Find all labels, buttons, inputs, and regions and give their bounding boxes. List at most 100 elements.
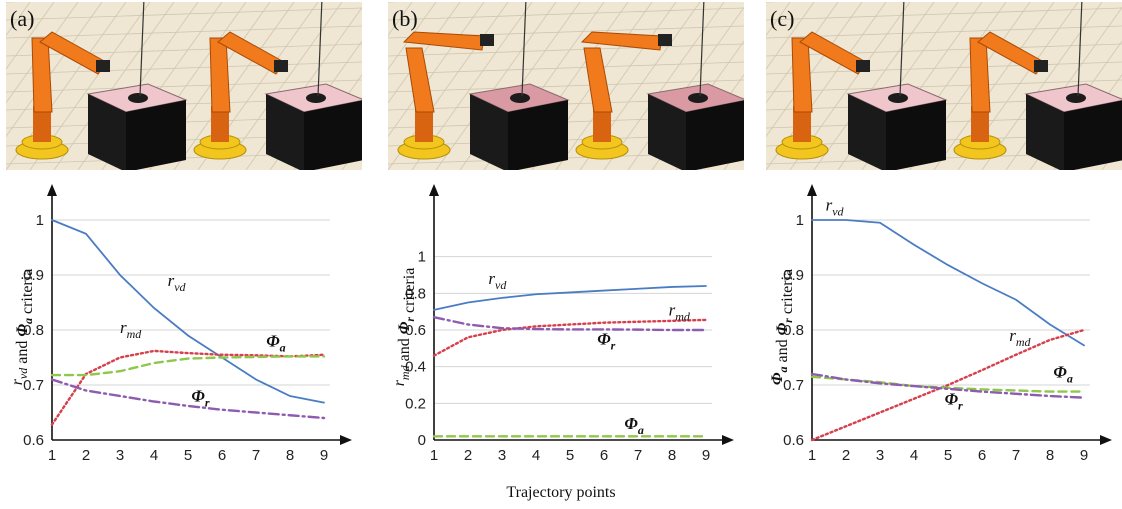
- series-label-phi_r: Φr: [597, 330, 615, 353]
- x-tick-label: 8: [286, 447, 294, 464]
- table-side-icon: [1026, 94, 1064, 170]
- series-label-r_vd: rvd: [826, 196, 845, 219]
- floor-grid-line: [388, 61, 744, 75]
- floor-grid-line: [981, 2, 1103, 170]
- y-tick-label: 0.8: [23, 322, 44, 339]
- table-side-icon: [648, 94, 686, 170]
- x-axis-arrow-icon: [722, 435, 734, 445]
- floor-grid-line: [555, 2, 677, 170]
- tool-cable-icon: [317, 2, 323, 97]
- panel-c: (c) 0.6 0.7 0.8 0.9 1 1 2 3 4 5 6 7 8 9 rvd rmd Φa Φr Φa a…: [760, 0, 1122, 509]
- x-tick-label: 4: [150, 447, 158, 464]
- label-subscript: a: [776, 367, 790, 373]
- series-label-phi_a: Φa: [624, 414, 643, 437]
- floor-grid-line: [435, 2, 557, 170]
- robot-gripper-icon: [274, 60, 288, 72]
- x-tick-label: 7: [252, 447, 260, 464]
- table-front-icon: [886, 100, 946, 170]
- panel-label: (b): [392, 6, 418, 31]
- floor-grid-line: [766, 61, 1122, 75]
- label-part: r: [669, 300, 676, 319]
- series-label-phi_r: Φr: [945, 389, 963, 412]
- tool-cable-icon: [699, 2, 705, 97]
- x-axis-arrow-icon: [340, 435, 352, 445]
- panel-b: (b) 0 0.2 0.4 0.6 0.8 1 1 2 3 4 5 6 7 8 9 rvd rmd Φr Φa rmd…: [382, 0, 744, 509]
- label-part: Φ: [945, 389, 959, 408]
- x-tick-label: 6: [218, 447, 226, 464]
- label-subscript: a: [21, 318, 35, 324]
- robot-cell: [775, 2, 948, 170]
- x-axis-arrow-icon: [1100, 435, 1112, 445]
- floor-grid-line: [6, 2, 31, 37]
- floor-grid-line: [221, 2, 343, 170]
- label-subscript: vd: [495, 278, 507, 292]
- y-tick-label: 0.7: [783, 377, 804, 394]
- table-side-icon: [470, 94, 508, 170]
- y-axis-title: Φa and Φr criteria: [769, 269, 796, 385]
- x-tick-label: 8: [1046, 447, 1054, 464]
- x-tick-label: 5: [184, 447, 192, 464]
- tool-cable-icon: [899, 2, 905, 97]
- x-tick-label: 9: [702, 447, 710, 464]
- floor-grid-line: [6, 79, 362, 93]
- x-tick-label: 1: [808, 447, 816, 464]
- floor-grid-line: [388, 2, 461, 104]
- robot-gripper-icon: [658, 34, 672, 46]
- table-front-icon: [686, 100, 744, 170]
- series-line-r_vd: [811, 219, 1085, 347]
- label-part: r: [391, 379, 408, 386]
- y-axis-arrow-icon: [429, 184, 439, 196]
- robot-cell: [397, 2, 570, 170]
- floor-grid-line: [766, 2, 791, 37]
- robot-lower-arm-icon: [791, 37, 813, 113]
- label-part: Φ: [14, 324, 31, 337]
- label-subscript: r: [205, 396, 210, 410]
- label-part: r: [488, 269, 495, 288]
- table-front-icon: [126, 100, 186, 170]
- y-tick-label: 0.6: [405, 322, 426, 339]
- x-tick-label: 4: [532, 447, 540, 464]
- robot-gripper-icon: [1034, 60, 1048, 72]
- x-tick-label: 3: [116, 447, 124, 464]
- table-front-icon: [304, 100, 362, 170]
- floor-grid-line: [388, 2, 437, 70]
- robot-lower-arm-icon: [31, 37, 53, 113]
- robot-lower-arm-icon: [969, 37, 991, 113]
- tool-cable-icon: [521, 2, 527, 97]
- robot-cell: [193, 2, 362, 170]
- floor-grid-line: [6, 2, 79, 104]
- tool-cable-icon: [1077, 2, 1083, 97]
- floor-grid-line: [388, 7, 744, 21]
- y-axis-title: rvd and Φa criteria: [9, 269, 36, 386]
- y-tick-label: 1: [418, 249, 426, 266]
- table-front-icon: [1064, 100, 1122, 170]
- y-tick-label: 0.2: [405, 395, 426, 412]
- robot-cell: [953, 2, 1122, 170]
- label-part: r: [168, 271, 175, 290]
- y-tick-label: 1: [36, 212, 44, 229]
- series-line-phi_r: [50, 378, 326, 420]
- panel-label: (c): [770, 6, 794, 31]
- robot-arm-scene-b: (b): [388, 2, 744, 170]
- label-subscript: md: [127, 327, 143, 341]
- x-tick-label: 5: [944, 447, 952, 464]
- robot-waist-icon: [593, 106, 611, 142]
- robot-lower-arm-icon: [209, 37, 231, 113]
- y-tick-label: 0.6: [783, 432, 804, 449]
- label-part: Φ: [769, 372, 786, 385]
- label-subscript: r: [781, 318, 795, 323]
- robot-waist-icon: [793, 106, 811, 142]
- series-label-r_vd: rvd: [168, 271, 187, 294]
- floor-grid-line: [813, 2, 935, 170]
- robot-waist-icon: [415, 106, 433, 142]
- workpiece-icon: [688, 93, 708, 103]
- y-axis-title: rmd and Φr criteria: [391, 268, 418, 387]
- x-tick-label: 6: [600, 447, 608, 464]
- series-line-r_vd: [433, 285, 707, 311]
- robot-arm-scene-c: (c): [766, 2, 1122, 170]
- label-part: criteria: [19, 269, 36, 318]
- label-part: and: [396, 334, 413, 365]
